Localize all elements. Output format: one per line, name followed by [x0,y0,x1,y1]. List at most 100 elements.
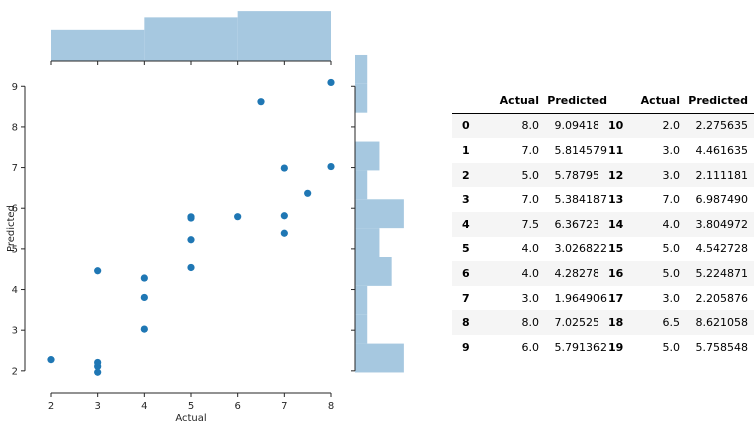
scatter-point [94,267,102,275]
predicted-cell: 9.094183 [554,119,608,133]
predicted-cell: 4.282782 [554,266,608,280]
predicted-cell: 4.542728 [695,242,749,256]
data-table-right: Actual Predicted 10 2.0 2.275635 11 3.0 4.461… [598,88,754,360]
scatter-point [257,98,265,106]
scatter-point [327,162,335,171]
y-tick-label: 6 [12,204,18,215]
predicted-marginal-histogram [351,54,404,373]
actual-cell: 5.0 [521,168,540,182]
actual-cell: 8.0 [521,119,540,133]
table-row: 6 4.0 4.282782 [452,261,613,286]
table-row: 17 3.0 2.205876 [598,286,754,311]
row-index: 16 [608,266,624,280]
actual-cell: 8.0 [521,316,540,330]
actual-marginal-histogram [50,11,332,65]
predicted-cell: 6.367235 [554,217,608,231]
row-index: 4 [462,217,470,231]
table-row: 16 5.0 5.224871 [598,261,754,286]
scatter-point [94,368,102,376]
table-row: 13 7.0 6.987490 [598,187,754,212]
table-row: 7 3.0 1.964906 [452,286,613,311]
table-row: 8 8.0 7.025250 [452,310,613,335]
actual-column-header: Actual [630,88,686,114]
joint-plot: 2 3 4 5 6 7 8 2 3 4 5 6 7 8 9 Actual Predicted [6,11,404,424]
scatter-axes: 2 3 4 5 6 7 8 2 3 4 5 6 7 8 9 [12,82,335,412]
row-index: 9 [462,340,470,354]
x-tick-label: 4 [141,401,147,412]
actual-cell: 5.0 [662,340,681,354]
row-index: 13 [608,193,624,207]
histogram-bar [355,170,368,200]
scatter-point [140,325,148,333]
row-index: 3 [462,193,470,207]
predicted-cell: 2.111181 [695,168,749,182]
table-row: 12 3.0 2.111181 [598,162,754,188]
actual-cell: 5.0 [662,242,681,256]
predicted-cell: 5.791362 [554,340,608,354]
scatter-point [187,236,195,244]
index-header [598,88,630,114]
x-tick-label: 2 [48,401,54,412]
predicted-cell: 4.461635 [695,143,749,157]
row-index: 6 [462,266,470,280]
histogram-bar [144,17,238,61]
predicted-cell: 8.621058 [695,316,749,330]
table-row: 15 5.0 4.542728 [598,237,754,262]
histogram-bar [355,228,380,258]
actual-cell: 7.0 [521,143,540,157]
row-index: 8 [462,316,470,330]
scatter-point [280,212,288,220]
table-row: 5 4.0 3.026822 [452,237,613,262]
actual-cell: 7.5 [521,217,540,231]
table-header-row: Actual Predicted [598,88,754,114]
row-index: 19 [608,340,624,354]
table-row: 1 7.0 5.814579 [452,138,613,163]
scatter-point [187,214,195,222]
actual-cell: 6.5 [662,316,681,330]
row-index: 11 [608,143,624,157]
row-index: 12 [608,168,624,182]
scatter-point [280,229,288,237]
predicted-cell: 5.224871 [695,266,749,280]
x-tick-label: 3 [94,401,100,412]
actual-cell: 3.0 [662,168,681,182]
scatter-point [140,293,148,302]
predicted-column-header: Predicted [686,88,754,114]
predicted-cell: 7.025250 [554,316,608,330]
histogram-bar [355,83,368,113]
y-tick-label: 8 [12,122,18,133]
scatter-point [47,356,55,364]
x-tick-label: 6 [234,401,240,412]
table-row: 4 7.5 6.367235 [452,211,613,237]
index-header [452,88,484,114]
row-index: 14 [608,217,624,231]
row-index: 2 [462,168,470,182]
table-header-row: Actual Predicted [452,88,613,114]
table-row: 0 8.0 9.094183 [452,113,613,139]
histogram-bar [355,54,368,84]
row-index: 1 [462,143,470,157]
y-tick-label: 3 [12,326,18,337]
predicted-cell: 5.384187 [554,193,608,207]
table-row: 18 6.5 8.621058 [598,310,754,335]
predicted-cell: 2.205876 [695,291,749,305]
scatter-point [140,274,148,282]
row-index: 17 [608,291,624,305]
predicted-cell: 1.964906 [554,291,608,305]
y-tick-label: 7 [12,163,18,174]
row-index: 5 [462,242,470,256]
actual-cell: 3.0 [662,143,681,157]
scatter-point [234,213,242,221]
row-index: 7 [462,291,470,305]
histogram-bar [355,285,368,315]
actual-cell: 4.0 [521,266,540,280]
table-row: 11 3.0 4.461635 [598,138,754,163]
predicted-cell: 5.787950 [554,168,608,182]
x-tick-label: 7 [281,401,287,412]
row-index: 10 [608,119,624,133]
actual-cell: 3.0 [521,291,540,305]
actual-cell: 7.0 [521,193,540,207]
histogram-bar [355,141,380,171]
histogram-bar [355,257,392,286]
scatter-point [304,189,312,197]
